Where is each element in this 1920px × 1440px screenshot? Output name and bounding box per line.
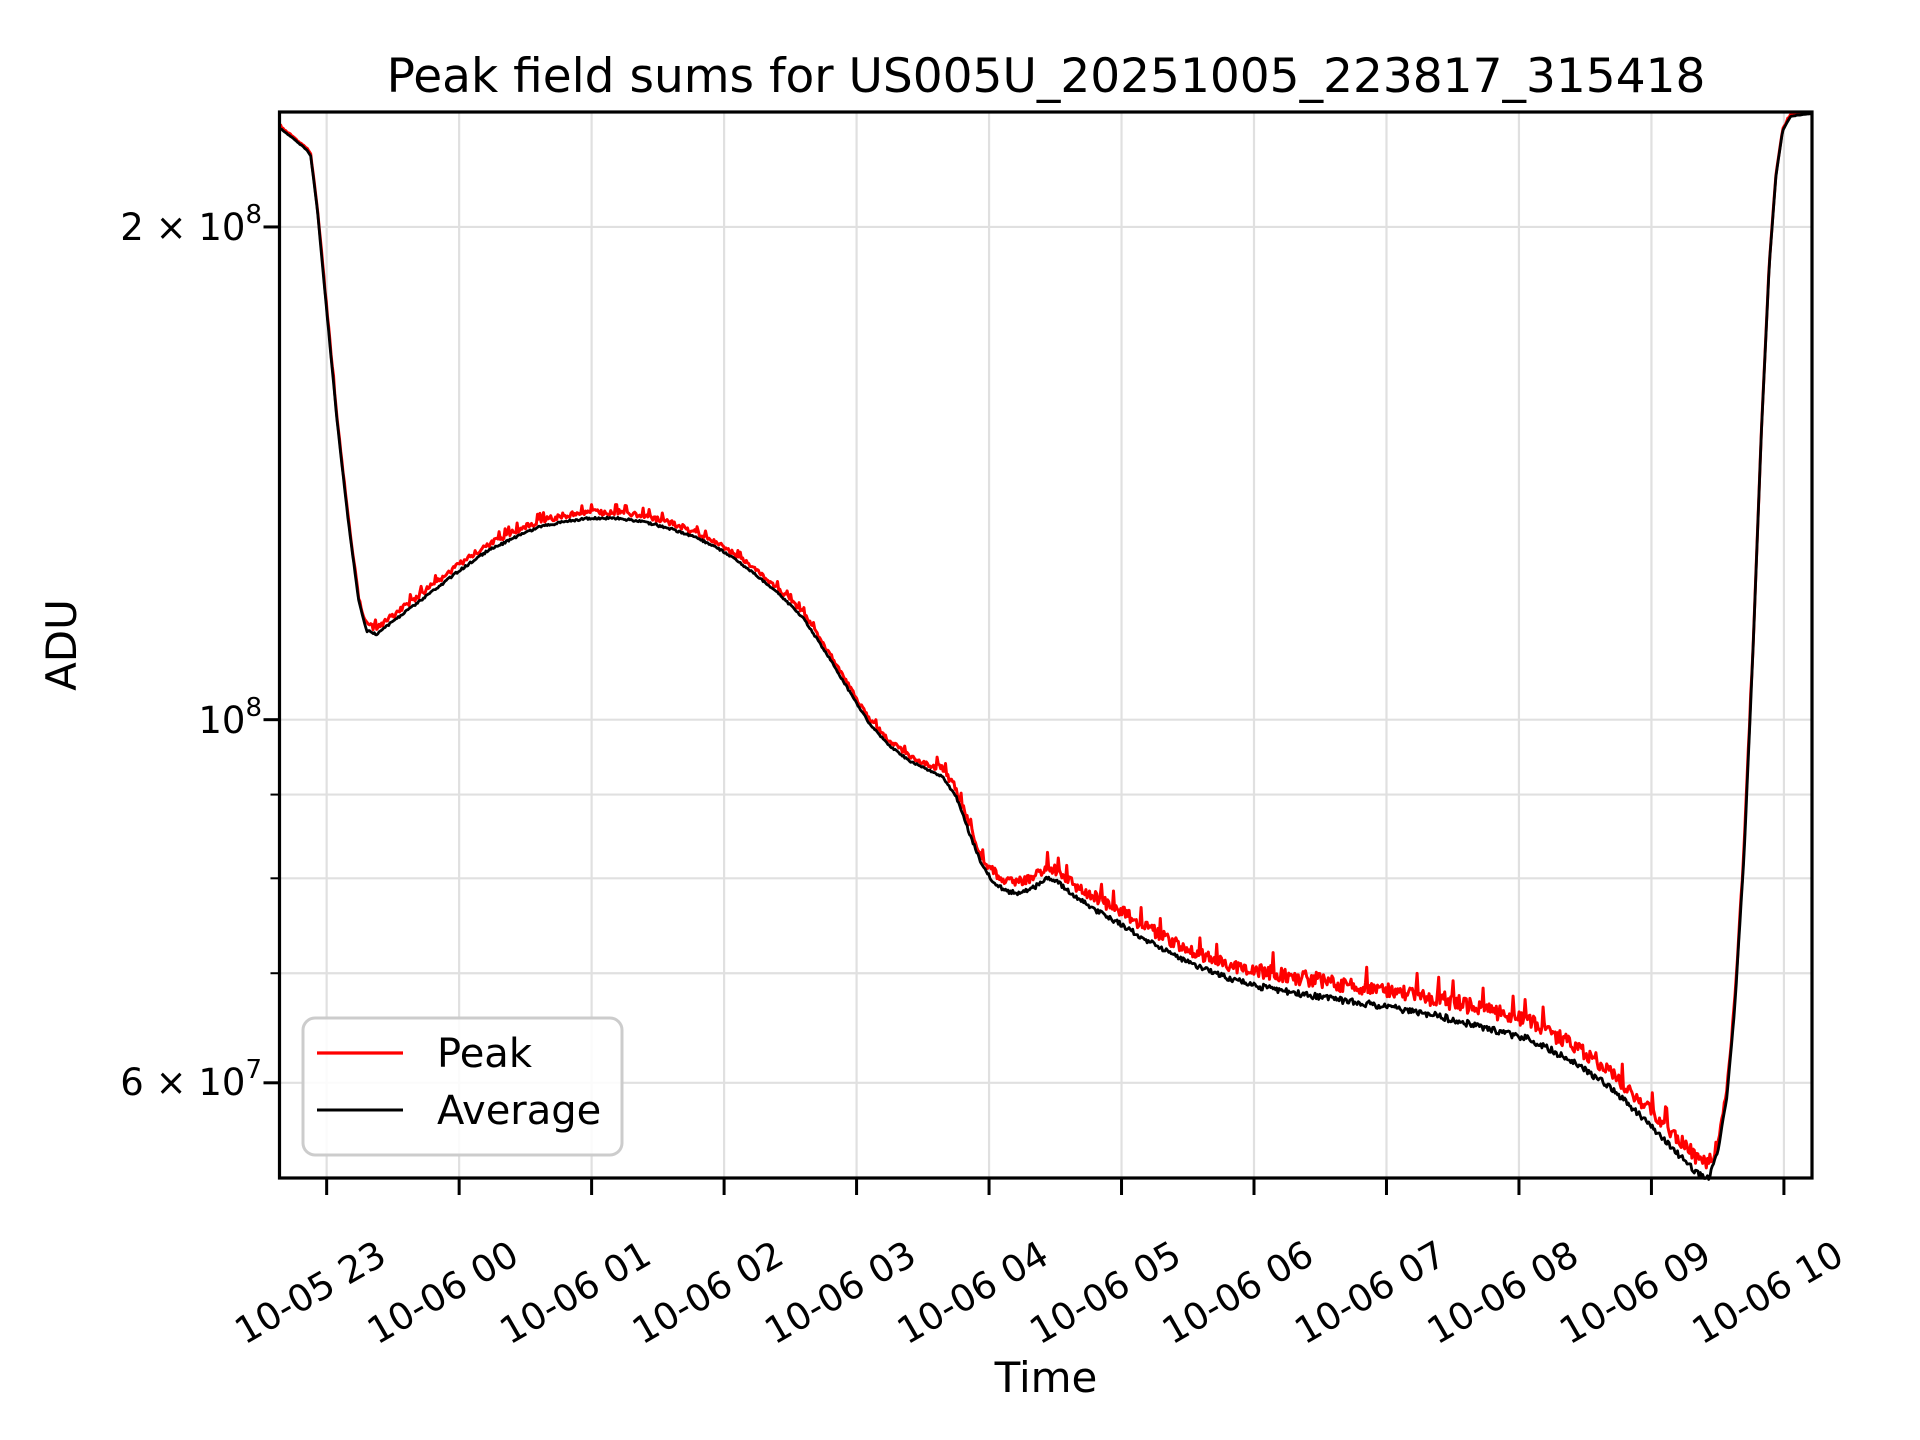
x-tick-label: 10-06 00 (360, 1233, 526, 1353)
gridlines (279, 112, 1812, 1178)
chart-title: Peak field sums for US005U_20251005_2238… (387, 49, 1706, 104)
y-tick-mantissa: 2 × 10 (120, 206, 245, 249)
y-axis-label: ADU (37, 599, 86, 691)
plot-background (279, 112, 1812, 1178)
x-tick-label: 10-06 05 (1023, 1233, 1189, 1353)
legend-peak-label: Peak (437, 1031, 533, 1077)
series-lines (278, 110, 1813, 1181)
y-tick-mantissa: 6 × 10 (120, 1061, 245, 1104)
plot-frame (277, 110, 1814, 1180)
x-tick-label: 10-06 06 (1155, 1233, 1321, 1353)
x-tick-label: 10-06 07 (1288, 1233, 1454, 1353)
x-tick-label: 10-06 04 (890, 1233, 1056, 1353)
x-tick-label: 10-06 03 (758, 1233, 924, 1353)
y-tick-exponent: 8 (245, 693, 262, 723)
average-series-line (278, 112, 1813, 1181)
x-tick-label: 10-05 23 (228, 1233, 394, 1353)
y-tick-exponent: 8 (245, 200, 262, 230)
x-tick-label: 10-06 08 (1420, 1233, 1586, 1353)
legend-average-label: Average (437, 1088, 601, 1134)
y-tick-label: 2 × 108 (120, 200, 262, 249)
x-tick-label: 10-06 01 (493, 1233, 659, 1353)
y-tick-exponent: 7 (245, 1055, 262, 1085)
y-tick-mantissa: 10 (198, 699, 245, 742)
y-tick-label: 6 × 107 (120, 1055, 262, 1104)
y-tick-label: 108 (198, 693, 262, 742)
x-tick-label: 10-06 10 (1685, 1233, 1851, 1353)
peak-series-line (278, 110, 1813, 1170)
x-axis-label: Time (994, 1353, 1098, 1402)
x-tick-label: 10-06 02 (625, 1233, 791, 1353)
legend: Peak Average (301, 1016, 624, 1157)
x-tick-label: 10-06 09 (1552, 1233, 1718, 1353)
